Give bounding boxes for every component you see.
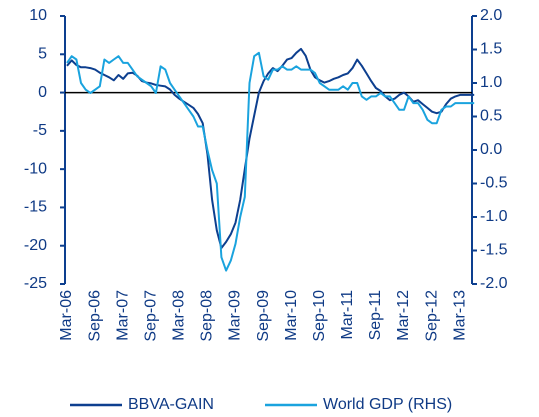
x-tick-label: Mar-06 bbox=[58, 290, 75, 341]
y2-tick-label: 0.0 bbox=[480, 141, 502, 158]
y2-tick-label: 1.5 bbox=[480, 41, 502, 58]
y2-tick-label: 0.5 bbox=[480, 108, 502, 125]
x-tick-label: Sep-12 bbox=[423, 290, 440, 342]
y2-tick-label: -1.0 bbox=[480, 208, 508, 225]
x-tick-label: Mar-10 bbox=[283, 290, 300, 341]
y-tick-label: -20 bbox=[24, 237, 47, 254]
legend-label: BBVA-GAIN bbox=[128, 396, 214, 413]
x-tick-label: Sep-07 bbox=[142, 290, 159, 342]
x-tick-label: Sep-06 bbox=[86, 290, 103, 342]
legend-label: World GDP (RHS) bbox=[323, 396, 452, 413]
x-tick-label: Mar-09 bbox=[227, 290, 244, 341]
series-line bbox=[66, 51, 475, 272]
y-tick-label: -5 bbox=[33, 122, 47, 139]
x-tick-label: Mar-11 bbox=[339, 290, 356, 340]
y2-tick-label: 1.0 bbox=[480, 74, 502, 91]
y-tick-label: 10 bbox=[29, 7, 47, 24]
y2-tick-label: -2.0 bbox=[480, 275, 508, 292]
x-tick-label: Mar-13 bbox=[451, 290, 468, 341]
x-tick-label: Sep-10 bbox=[311, 290, 328, 342]
x-tick-label: Sep-09 bbox=[255, 290, 272, 342]
y2-tick-label: -0.5 bbox=[480, 175, 508, 192]
y2-tick-label: 2.0 bbox=[480, 7, 502, 24]
y-tick-label: 5 bbox=[38, 46, 47, 63]
y-tick-label: 0 bbox=[38, 84, 47, 101]
y-tick-label: -15 bbox=[24, 199, 47, 216]
y-tick-label: -10 bbox=[24, 160, 47, 177]
x-tick-label: Sep-08 bbox=[199, 290, 216, 342]
y-tick-label: -25 bbox=[24, 275, 47, 292]
series-line bbox=[66, 47, 475, 249]
x-tick-label: Sep-11 bbox=[367, 290, 384, 341]
y2-tick-label: -1.5 bbox=[480, 242, 508, 259]
x-tick-label: Mar-12 bbox=[395, 290, 412, 341]
x-tick-label: Mar-08 bbox=[171, 290, 188, 341]
x-tick-label: Mar-07 bbox=[114, 290, 131, 341]
